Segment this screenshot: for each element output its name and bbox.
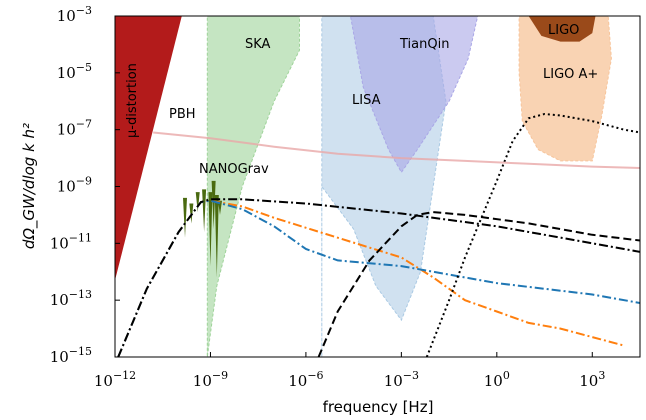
nanograv-spike — [183, 197, 187, 238]
x-tick-label: 10−9 — [193, 369, 228, 390]
model-curves — [117, 112, 640, 357]
nanograv-spike — [208, 192, 213, 267]
x-tick-label: 10−12 — [94, 369, 136, 390]
curve-pbh-line — [153, 131, 640, 169]
y-axis-title: dΩ_GW/dlog k h² — [20, 123, 39, 249]
x-tick-label: 100 — [484, 369, 510, 390]
curve-black-dashdot — [117, 198, 640, 357]
curve-black-dashed-1 — [317, 211, 640, 357]
y-tick-label: 10−15 — [50, 345, 92, 366]
nanograv-label: NANOGrav — [199, 162, 269, 177]
y-tick-label: 10−11 — [50, 231, 92, 252]
y-tick-label: 10−7 — [57, 118, 92, 139]
ska-label: SKA — [245, 37, 271, 52]
curve-black-dotted — [425, 112, 640, 357]
y-axis-title-text: dΩ_GW/dlog k h² — [20, 123, 39, 249]
x-tick-label: 10−3 — [384, 369, 419, 390]
mu-distortion-label: μ-distortion — [125, 63, 140, 138]
nanograv-spike — [195, 192, 200, 213]
ligo-aplus-label: LIGO A+ — [543, 67, 598, 82]
y-tick-label: 10−3 — [57, 4, 92, 25]
ligo-region — [528, 16, 596, 42]
region-labels: SKA TianQin LISA LIGO LIGO A+ PBH NANOGrav μ-di… — [125, 23, 598, 177]
lisa-label: LISA — [352, 93, 381, 108]
tianqin-label: TianQin — [399, 37, 449, 52]
pbh-label: PBH — [169, 107, 196, 122]
ligo-label: LIGO — [548, 23, 579, 38]
sensitivity-regions — [115, 16, 612, 357]
y-tick-label: 10−9 — [57, 175, 92, 196]
mu-distortion-region — [115, 16, 182, 281]
x-tick-label: 10−6 — [288, 369, 323, 390]
nanograv-spike — [202, 189, 207, 232]
axis-ticks: 10−12 10−9 10−6 10−3 100 103 10−15 10−13 10−11 10… — [50, 4, 606, 390]
x-axis-title: frequency [Hz] — [323, 398, 434, 416]
nanograv-spike — [214, 195, 219, 278]
ska-region — [206, 16, 300, 357]
y-tick-label: 10−5 — [57, 61, 92, 82]
ligo-aplus-region — [518, 16, 612, 162]
y-tick-label: 10−13 — [50, 288, 92, 309]
tianqin-region — [349, 16, 479, 174]
x-tick-label: 103 — [579, 369, 605, 390]
nanograv-spike — [218, 200, 222, 215]
nanograv-spike — [211, 180, 216, 230]
